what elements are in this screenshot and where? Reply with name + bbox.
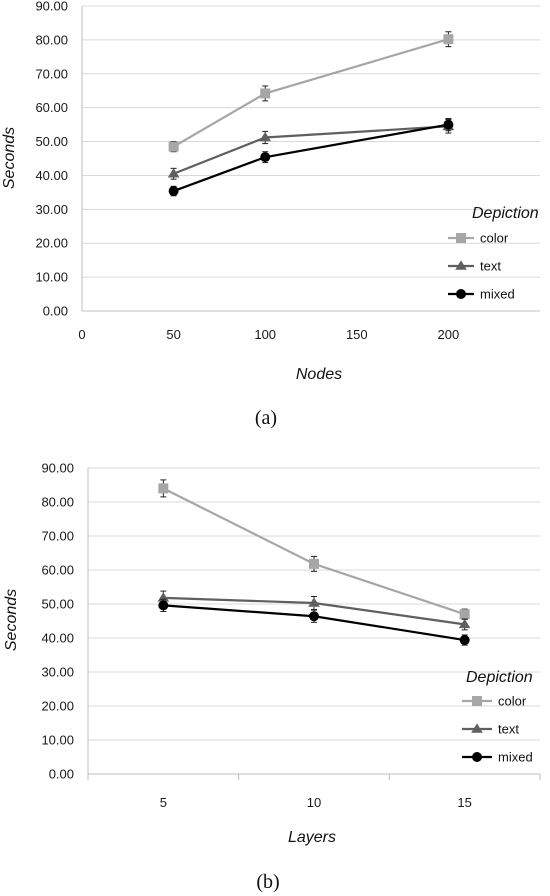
series-mixed: [158, 598, 470, 646]
y-tick-label: 60.00: [35, 100, 68, 115]
data-point-color: [443, 34, 454, 45]
x-tick-label: 200: [438, 327, 460, 342]
y-tick-label: 70.00: [41, 529, 74, 544]
legend-marker-text: [455, 260, 467, 270]
x-tick-label: 10: [307, 795, 321, 810]
legend-marker-color: [472, 696, 482, 706]
legend-marker-mixed: [472, 752, 482, 762]
data-point-text: [308, 597, 320, 607]
legend-label-mixed: mixed: [498, 750, 533, 765]
y-tick-label: 80.00: [41, 495, 74, 510]
y-tick-label: 90.00: [35, 0, 68, 14]
x-axis-title: Layers: [288, 829, 336, 846]
legend-marker-mixed: [456, 289, 466, 299]
data-point-text: [259, 131, 271, 142]
figure-caption: (a): [255, 407, 277, 429]
y-tick-label: 90.00: [41, 461, 74, 476]
data-point-color: [459, 609, 470, 620]
figure-caption: (b): [256, 871, 279, 893]
y-tick-label: 70.00: [35, 66, 68, 81]
x-tick-label: 150: [346, 327, 368, 342]
data-point-mixed: [260, 152, 271, 163]
x-tick-label: 5: [160, 795, 167, 810]
y-tick-label: 50.00: [41, 597, 74, 612]
y-tick-label: 0.00: [43, 304, 68, 319]
y-tick-label: 50.00: [35, 134, 68, 149]
series-color: [158, 479, 470, 620]
data-point-text: [167, 168, 180, 178]
legend-title: Depiction: [472, 205, 539, 222]
legend-label-mixed: mixed: [480, 287, 515, 302]
y-tick-label: 60.00: [41, 563, 74, 578]
data-point-mixed: [443, 119, 454, 130]
data-point-color: [158, 483, 169, 494]
chart-b: 0.00 10.00 20.00 30.00 40.00 50.00 60.00 70.00 8…: [3, 461, 541, 893]
x-axis-title: Nodes: [296, 366, 342, 383]
series-line-color: [173, 38, 449, 148]
data-point-mixed: [309, 611, 319, 622]
data-point-color: [260, 88, 271, 99]
x-tick-label: 15: [457, 795, 471, 810]
y-tick-label: 30.00: [41, 665, 74, 680]
y-tick-label: 20.00: [35, 236, 68, 251]
y-tick-label: 40.00: [35, 168, 68, 183]
series-text: [167, 119, 455, 180]
data-point-mixed: [168, 186, 179, 197]
y-tick-label: 80.00: [35, 32, 68, 47]
x-tick-label: 0: [78, 327, 85, 342]
y-tick-label: 10.00: [41, 733, 74, 748]
legend-title: Depiction: [466, 669, 533, 686]
y-tick-label: 10.00: [35, 270, 68, 285]
data-point-mixed: [158, 600, 169, 611]
y-axis-title: Seconds: [3, 589, 20, 651]
y-tick-label: 30.00: [35, 202, 68, 217]
legend: Depiction color text mixed: [462, 669, 533, 765]
data-point-color: [168, 141, 179, 152]
legend-label-text: text: [480, 259, 501, 274]
legend-label-color: color: [498, 694, 527, 709]
x-tick-label: 100: [254, 327, 276, 342]
y-tick-label: 40.00: [41, 631, 74, 646]
data-point-mixed: [459, 635, 470, 646]
legend-marker-color: [456, 233, 466, 243]
series-color: [168, 31, 454, 153]
series-mixed: [168, 118, 454, 197]
chart-a: 0.00 10.00 20.00 30.00 40.00 50.00 60.00 70.00 8…: [1, 0, 540, 429]
y-tick-label: 0.00: [49, 767, 74, 782]
x-tick-label: 50: [166, 327, 180, 342]
legend-label-text: text: [498, 722, 519, 737]
y-axis-title: Seconds: [1, 127, 18, 189]
legend-label-color: color: [480, 231, 509, 246]
legend: Depiction color text mixed: [448, 205, 539, 302]
data-point-text: [458, 618, 471, 629]
series-line-color: [162, 487, 466, 616]
data-point-color: [309, 558, 319, 569]
y-tick-label: 20.00: [41, 699, 74, 714]
legend-marker-text: [471, 723, 483, 733]
